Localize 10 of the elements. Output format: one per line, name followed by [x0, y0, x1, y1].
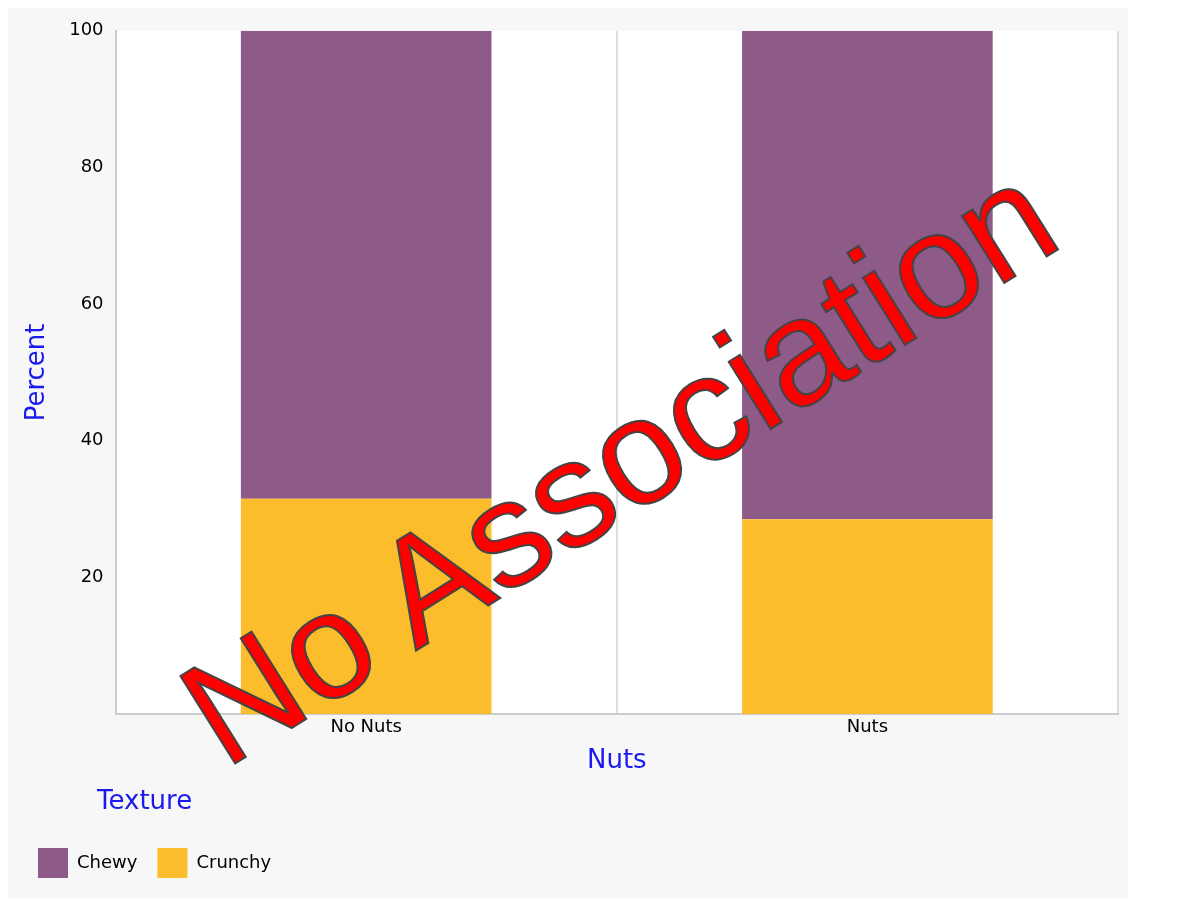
y-tick-label: 80 [80, 155, 104, 177]
y-axis-title: Percent [20, 323, 51, 422]
legend-title: Texture [95, 784, 193, 815]
y-tick-label: 40 [80, 428, 104, 450]
y-tick-label: 60 [80, 291, 104, 313]
legend-label: Chewy [77, 850, 138, 872]
y-tick-label: 20 [80, 565, 104, 587]
y-tick-label: 100 [69, 18, 104, 40]
legend-label: Crunchy [196, 850, 272, 872]
x-axis-title: Nuts [586, 743, 647, 774]
